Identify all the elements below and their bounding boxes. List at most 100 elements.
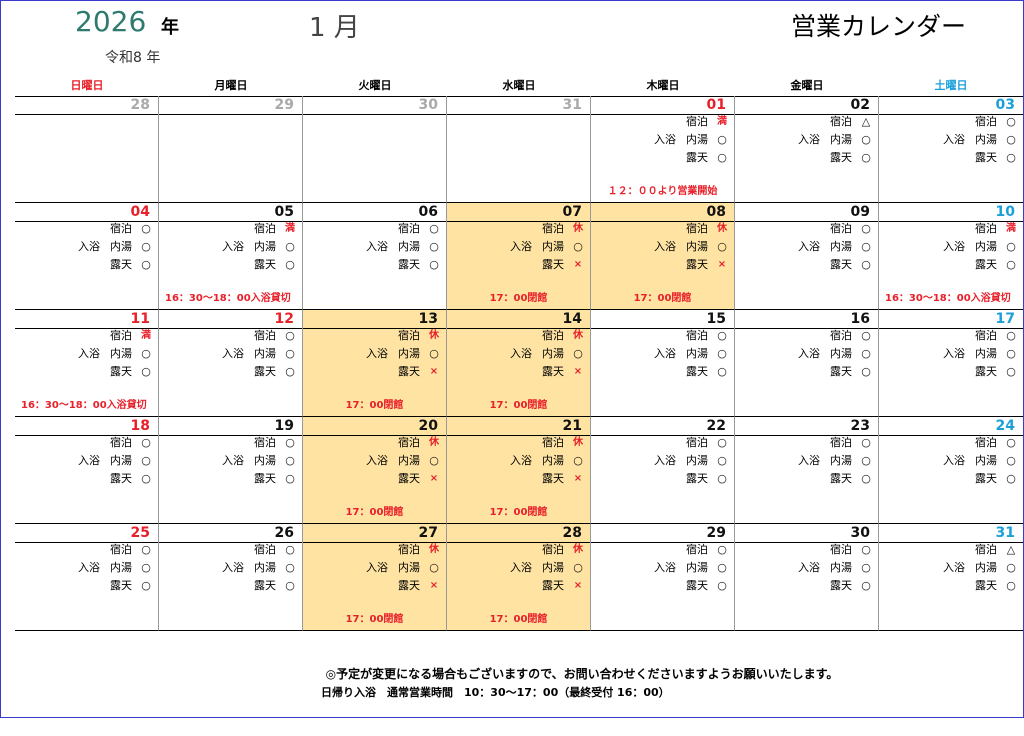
- status-label: 入浴: [222, 454, 244, 467]
- status-label: 内湯: [542, 240, 564, 253]
- weekday-label: 月曜日: [214, 79, 248, 92]
- weekday-label: 火曜日: [358, 79, 392, 92]
- status-mark: ○: [717, 472, 727, 485]
- status-mark: 休: [429, 330, 439, 341]
- date-underline: [879, 114, 1023, 115]
- status-mark: ○: [717, 329, 727, 342]
- date-underline: [447, 435, 590, 436]
- status-label: 露天: [686, 579, 708, 592]
- status-label: 露天: [542, 365, 564, 378]
- status-mark: ○: [717, 151, 727, 164]
- status-mark: ○: [1006, 347, 1016, 360]
- status-label: 宿泊: [975, 436, 997, 449]
- status-label: 宿泊: [830, 115, 852, 128]
- status-mark: 休: [573, 330, 583, 341]
- status-label: 宿泊: [254, 436, 276, 449]
- status-label: 宿泊: [254, 222, 276, 235]
- status-label: 宿泊: [686, 543, 708, 556]
- day-cell: 13 宿泊休内湯 ○ 露天 × 入浴 17：00閉館: [303, 310, 447, 417]
- status-mark: ○: [1006, 133, 1016, 146]
- status-mark: ○: [717, 561, 727, 574]
- date-underline: [447, 114, 590, 115]
- status-label: 入浴: [222, 347, 244, 360]
- status-mark: ○: [1006, 115, 1016, 128]
- status-label: 露天: [542, 258, 564, 271]
- status-label: 入浴: [510, 561, 532, 574]
- status-label: 内湯: [398, 347, 420, 360]
- date-underline: [15, 542, 158, 543]
- status-mark: ○: [141, 347, 151, 360]
- date-underline: [591, 114, 734, 115]
- status-label: 内湯: [830, 347, 852, 360]
- date: 23: [850, 418, 870, 434]
- status-mark: ○: [861, 258, 871, 271]
- status-mark: ○: [1006, 561, 1016, 574]
- year-unit: 年: [161, 17, 179, 38]
- status-mark: ×: [573, 366, 583, 377]
- status-mark: 満: [285, 223, 295, 234]
- status-label: 内湯: [830, 454, 852, 467]
- status-label: 入浴: [654, 454, 676, 467]
- date: 30: [850, 525, 870, 541]
- date: 26: [274, 525, 294, 541]
- status-mark: 休: [429, 544, 439, 555]
- date-underline: [159, 435, 302, 436]
- day-cell: 04 宿泊 ○ 内湯 ○ 露天 ○ 入浴: [15, 203, 159, 310]
- status-label: 露天: [686, 258, 708, 271]
- status-mark: ○: [861, 543, 871, 556]
- date: 28: [130, 97, 150, 113]
- day-note: 17：00閉館: [489, 614, 548, 625]
- status-mark: ○: [285, 240, 295, 253]
- status-label: 内湯: [975, 561, 997, 574]
- date: 19: [274, 418, 294, 434]
- status-label: 露天: [975, 258, 997, 271]
- status-mark: ○: [141, 436, 151, 449]
- date-underline: [591, 221, 734, 222]
- status-mark: ○: [141, 561, 151, 574]
- status-mark: ×: [429, 473, 439, 484]
- status-mark: ○: [1006, 579, 1016, 592]
- status-label: 宿泊: [110, 222, 132, 235]
- status-mark: ○: [285, 543, 295, 556]
- date: 07: [562, 204, 582, 220]
- day-cell: 03 宿泊 ○ 内湯 ○ 露天 ○ 入浴: [879, 96, 1023, 203]
- day-note: 17：00閉館: [633, 293, 692, 304]
- status-label: 内湯: [542, 454, 564, 467]
- status-label: 宿泊: [830, 436, 852, 449]
- status-mark: 満: [141, 330, 151, 341]
- date: 16: [850, 311, 870, 327]
- status-label: 入浴: [510, 347, 532, 360]
- date-underline: [303, 435, 446, 436]
- day-cell: 17 宿泊 ○ 内湯 ○ 露天 ○ 入浴: [879, 310, 1023, 417]
- status-label: 内湯: [542, 561, 564, 574]
- day-note: 17：00閉館: [489, 507, 548, 518]
- day-cell: 02 宿泊 △ 内湯 ○ 露天 ○ 入浴: [735, 96, 879, 203]
- day-cell: 20 宿泊休内湯 ○ 露天 × 入浴 17：00閉館: [303, 417, 447, 524]
- status-label: 入浴: [798, 347, 820, 360]
- status-mark: ○: [1006, 454, 1016, 467]
- status-label: 宿泊: [975, 329, 997, 342]
- status-mark: ○: [861, 472, 871, 485]
- status-mark: ○: [573, 347, 583, 360]
- status-label: 入浴: [366, 240, 388, 253]
- status-mark: ×: [573, 473, 583, 484]
- date-underline: [591, 328, 734, 329]
- status-label: 露天: [830, 151, 852, 164]
- date: 08: [706, 204, 726, 220]
- status-mark: 満: [1006, 223, 1016, 234]
- status-mark: ○: [285, 472, 295, 485]
- date-underline: [879, 542, 1023, 543]
- status-label: 内湯: [110, 347, 132, 360]
- status-mark: ○: [1006, 329, 1016, 342]
- status-label: 露天: [254, 579, 276, 592]
- date: 14: [562, 311, 582, 327]
- status-label: 入浴: [366, 561, 388, 574]
- status-mark: ×: [429, 366, 439, 377]
- status-label: 露天: [686, 151, 708, 164]
- date: 06: [418, 204, 438, 220]
- date: 31: [562, 97, 582, 113]
- status-label: 内湯: [254, 454, 276, 467]
- status-label: 露天: [110, 579, 132, 592]
- status-label: 露天: [686, 365, 708, 378]
- date: 05: [274, 204, 294, 220]
